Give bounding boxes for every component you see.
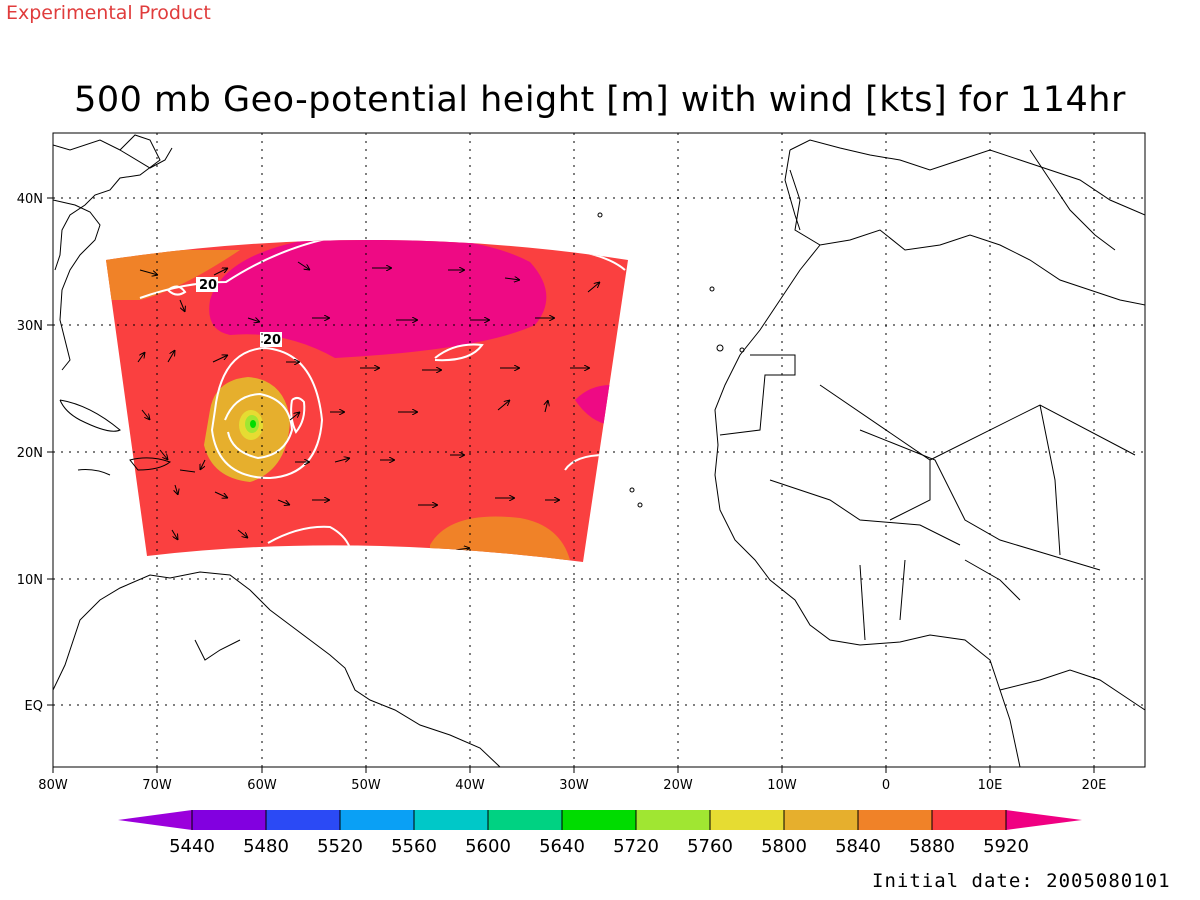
colorbar-swatch xyxy=(784,810,858,830)
lon-label: 20W xyxy=(663,778,693,793)
colorbar-swatch-above xyxy=(1006,810,1082,830)
low-core-5640-5720 xyxy=(250,420,256,428)
colorbar-swatch xyxy=(192,810,266,830)
field-above-5920 xyxy=(209,240,547,358)
colorbar-tick-label: 5600 xyxy=(465,836,511,857)
colorbar-tick-label: 5480 xyxy=(243,836,289,857)
contour-label: 20 xyxy=(199,278,217,293)
lon-label: 0 xyxy=(882,778,890,793)
lon-label: 50W xyxy=(351,778,381,793)
lon-label: 20E xyxy=(1082,778,1107,793)
map-frame xyxy=(52,132,1146,768)
lon-label: 10E xyxy=(978,778,1003,793)
colorbar-swatch xyxy=(636,810,710,830)
lat-label: 20N xyxy=(17,446,43,461)
field-above-5920-east xyxy=(575,385,610,425)
colorbar-tick-label: 5440 xyxy=(169,836,215,857)
contour-label: 20 xyxy=(263,333,281,348)
colorbar-tick-label: 5560 xyxy=(391,836,437,857)
colorbar-swatch xyxy=(414,810,488,830)
colorbar: 5440 5480 5520 5560 5600 5640 5720 5760 … xyxy=(118,810,1082,857)
lon-label: 60W xyxy=(247,778,277,793)
colorbar-swatch-below xyxy=(118,810,192,830)
colorbar-tick-label: 5760 xyxy=(687,836,733,857)
colorbar-swatch xyxy=(562,810,636,830)
colorbar-swatch xyxy=(488,810,562,830)
coastlines xyxy=(53,134,1145,767)
lat-label: EQ xyxy=(25,699,43,714)
colorbar-tick-label: 5800 xyxy=(761,836,807,857)
lon-label: 40W xyxy=(455,778,485,793)
colorbar-tick-label: 5520 xyxy=(317,836,363,857)
colorbar-tick-label: 5840 xyxy=(835,836,881,857)
lat-label: 30N xyxy=(17,319,43,334)
colorbar-tick-label: 5640 xyxy=(539,836,585,857)
map-title: 500 mb Geo-potential height [m] with win… xyxy=(74,80,1126,120)
lon-label: 30W xyxy=(559,778,589,793)
lon-label: 70W xyxy=(142,778,172,793)
colorbar-tick-label: 5720 xyxy=(613,836,659,857)
experimental-product-label: Experimental Product xyxy=(6,2,211,24)
colorbar-tick-label: 5880 xyxy=(909,836,955,857)
colorbar-swatch xyxy=(858,810,932,830)
colorbar-swatch xyxy=(710,810,784,830)
colorbar-swatch xyxy=(340,810,414,830)
lon-label: 10W xyxy=(767,778,797,793)
lat-label: 40N xyxy=(17,192,43,207)
shaded-height-field: 20 20 xyxy=(106,240,628,562)
initial-date-label: Initial date: 2005080101 xyxy=(872,870,1171,892)
lon-label: 80W xyxy=(38,778,68,793)
lat-lon-grid xyxy=(53,133,1145,767)
colorbar-swatch xyxy=(932,810,1006,830)
colorbar-tick-label: 5920 xyxy=(983,836,1029,857)
field-5840-5880-nw xyxy=(106,250,240,300)
colorbar-swatch xyxy=(266,810,340,830)
lat-label: 10N xyxy=(17,573,43,588)
